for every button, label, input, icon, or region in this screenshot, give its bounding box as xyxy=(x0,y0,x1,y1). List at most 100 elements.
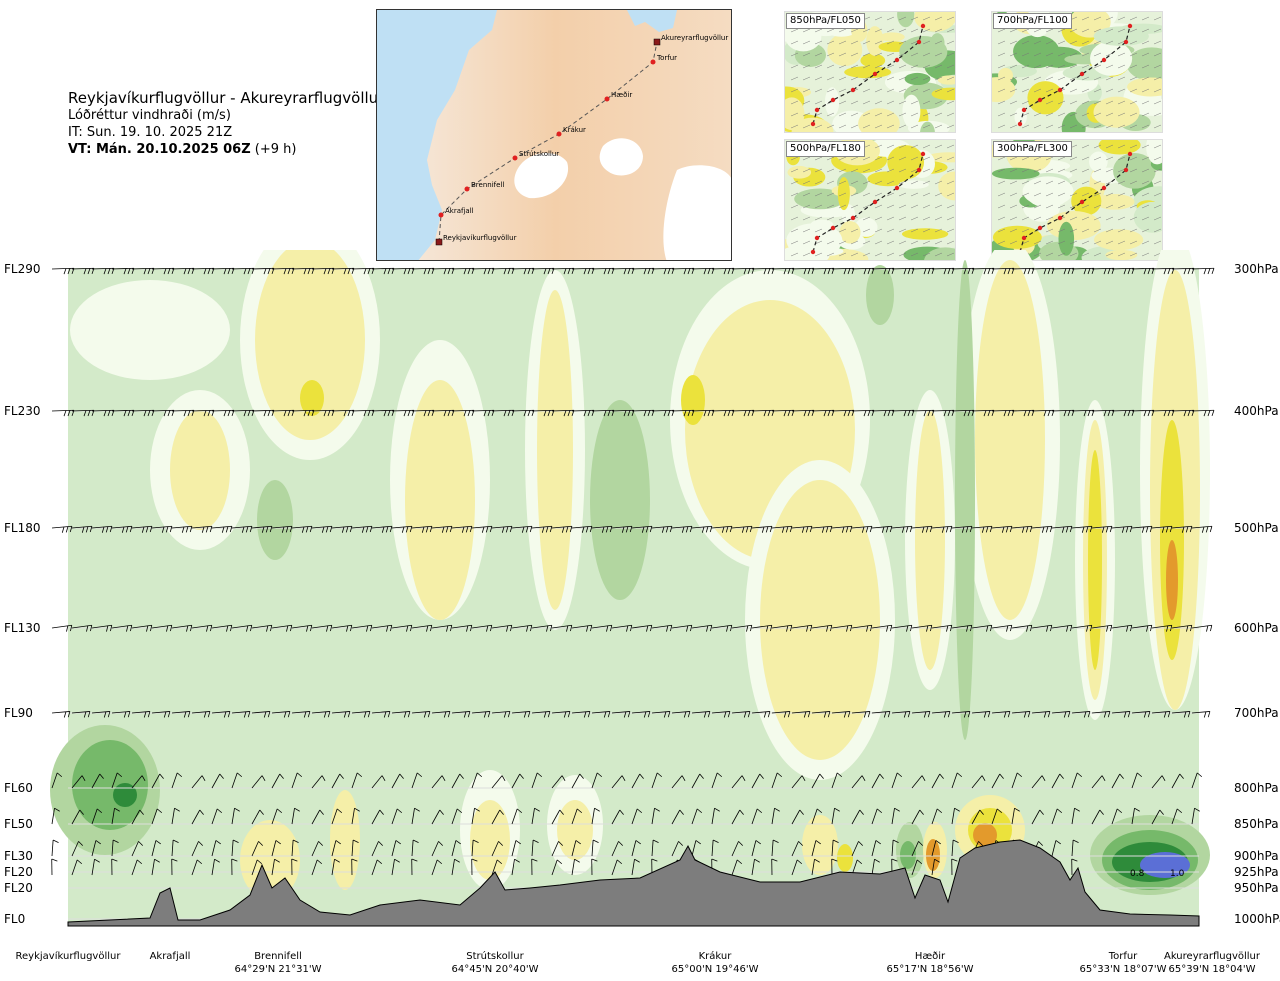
mini-barb xyxy=(1057,180,1066,185)
mini-barb xyxy=(826,112,835,117)
mini-contour xyxy=(837,176,850,211)
wind-barb-224 xyxy=(1051,624,1073,632)
wind-barb-161 xyxy=(951,525,973,533)
wind-barb-164 xyxy=(1011,525,1033,533)
wind-barb-416 xyxy=(251,841,264,857)
wind-barb-433 xyxy=(591,839,599,857)
mini-barb xyxy=(1081,252,1090,257)
mini-barb xyxy=(1129,168,1138,173)
mini-barb xyxy=(1033,180,1042,185)
wind-barb-124 xyxy=(211,525,233,533)
mini-barb xyxy=(1009,124,1018,129)
wind-barb-351 xyxy=(111,807,120,825)
mini-barb xyxy=(874,52,883,57)
wind-barb-134 xyxy=(411,525,433,533)
mini-barb xyxy=(850,180,859,185)
mini-barb xyxy=(1069,76,1078,81)
wind-barb-477 xyxy=(431,859,443,876)
mini-barb xyxy=(802,76,811,81)
wind-barb-192 xyxy=(411,624,433,632)
mini-contour xyxy=(839,221,861,244)
mini-barb xyxy=(997,76,1006,81)
mini-barb xyxy=(898,216,907,221)
field-contour-25 xyxy=(1088,450,1102,670)
wind-barb-428 xyxy=(491,841,504,857)
wind-barb-275 xyxy=(911,711,931,718)
mini-barb xyxy=(922,252,931,257)
wind-barb-155 xyxy=(831,525,853,533)
mini-barb xyxy=(1141,144,1150,149)
wind-barb-149 xyxy=(711,525,733,533)
mini-barb xyxy=(1057,100,1066,105)
wind-barb-167 xyxy=(1071,525,1093,533)
wind-barb-445 xyxy=(831,839,839,857)
mini-contour xyxy=(1113,153,1156,189)
hpa-label-10: 1000hPa xyxy=(1234,912,1280,926)
wind-barb-359 xyxy=(271,808,283,825)
wind-barb-382 xyxy=(731,809,744,825)
field-contour-29 xyxy=(955,260,975,740)
wind-barb-375 xyxy=(591,807,600,825)
mini-barb xyxy=(1117,252,1126,257)
mini-barb xyxy=(862,88,871,93)
wind-barb-374 xyxy=(571,808,583,825)
mini-barb xyxy=(1129,144,1138,149)
wind-barb-209 xyxy=(751,624,773,632)
wind-barb-342 xyxy=(1091,775,1106,789)
wind-barb-303 xyxy=(311,775,326,789)
mini-barb xyxy=(814,168,823,173)
mini-barb xyxy=(910,28,919,33)
field-contour-31 xyxy=(72,740,148,830)
wind-barb-12 xyxy=(291,267,315,275)
mini-barb xyxy=(838,156,847,161)
wind-barb-340 xyxy=(1051,773,1064,789)
mini-barb xyxy=(1141,124,1150,129)
cross-section-chart: 0.8 1.0 xyxy=(50,250,1215,927)
wind-barb-62 xyxy=(131,409,155,417)
wind-barb-274 xyxy=(891,711,911,718)
wind-barb-418 xyxy=(291,839,299,857)
mini-barb xyxy=(1105,100,1114,105)
mini-barb xyxy=(874,228,883,233)
mini-barb xyxy=(886,228,895,233)
mini-barb xyxy=(862,192,871,197)
wind-barb-466 xyxy=(211,858,220,876)
mini-barb xyxy=(850,28,859,33)
mini-barb xyxy=(874,88,883,93)
mini-barb xyxy=(922,240,931,245)
wind-barb-246 xyxy=(331,711,351,718)
mini-map-300-svg xyxy=(992,140,1162,260)
mini-barb xyxy=(886,124,895,129)
mini-barb xyxy=(1153,16,1162,21)
mini-barb xyxy=(1021,240,1030,245)
wind-barb-196 xyxy=(491,624,513,632)
mini-barb xyxy=(946,88,955,93)
wind-barb-278 xyxy=(971,711,991,718)
mini-barb xyxy=(1045,204,1054,209)
wind-barb-425 xyxy=(431,841,444,857)
mini-barb xyxy=(1069,204,1078,209)
mini-barb xyxy=(934,40,943,45)
mini-barb xyxy=(1081,40,1090,45)
mini-barb xyxy=(922,112,931,117)
wind-barb-324 xyxy=(731,775,746,789)
mini-barb xyxy=(1021,180,1030,185)
mini-contour xyxy=(827,33,863,67)
mini-barb xyxy=(910,112,919,117)
wind-barb-314 xyxy=(531,772,543,789)
mini-barb xyxy=(790,168,799,173)
wind-barb-259 xyxy=(591,711,611,718)
mini-barb xyxy=(886,76,895,81)
mini-barb xyxy=(1105,156,1114,161)
wind-barb-199 xyxy=(551,624,573,632)
wind-barb-460 xyxy=(91,858,100,876)
wind-barb-368 xyxy=(451,808,463,825)
mini-barb xyxy=(1033,52,1042,57)
mini-barb xyxy=(1021,112,1030,117)
mini-barb xyxy=(802,40,811,45)
mini-barb xyxy=(1021,28,1030,33)
mini-barb xyxy=(1009,204,1018,209)
wind-barb-152 xyxy=(771,525,793,533)
wind-barb-403 xyxy=(1151,809,1164,825)
mini-route-line xyxy=(812,153,924,253)
